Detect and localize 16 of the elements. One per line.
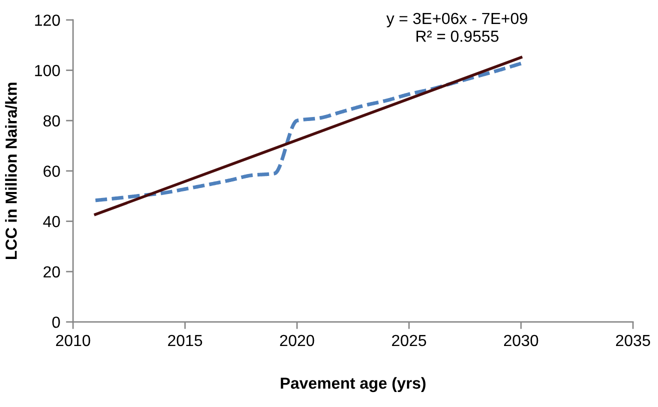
- y-axis-title: LCC in Million Naira/km: [5, 82, 18, 260]
- x-tick-label: 2035: [616, 334, 650, 346]
- x-tick-label: 2015: [168, 334, 202, 346]
- y-tick-label: 100: [35, 64, 60, 76]
- x-tick-label: 2020: [280, 334, 314, 346]
- y-tick-label: 80: [43, 115, 60, 127]
- y-tick-label: 120: [35, 14, 60, 26]
- x-tick-label: 2030: [504, 334, 538, 346]
- x-tick-label: 2025: [392, 334, 426, 346]
- x-axis-title: Pavement age (yrs): [280, 377, 426, 392]
- y-tick-label: 0: [52, 316, 60, 328]
- y-tick-label: 20: [44, 266, 60, 278]
- y-tick-label: 60: [44, 166, 60, 177]
- y-tick-label: 40: [43, 216, 60, 228]
- x-tick-label: 2010: [56, 334, 90, 346]
- annotation: y = 3E+06x - 7E+09 R² = 0.9555: [386, 12, 528, 42]
